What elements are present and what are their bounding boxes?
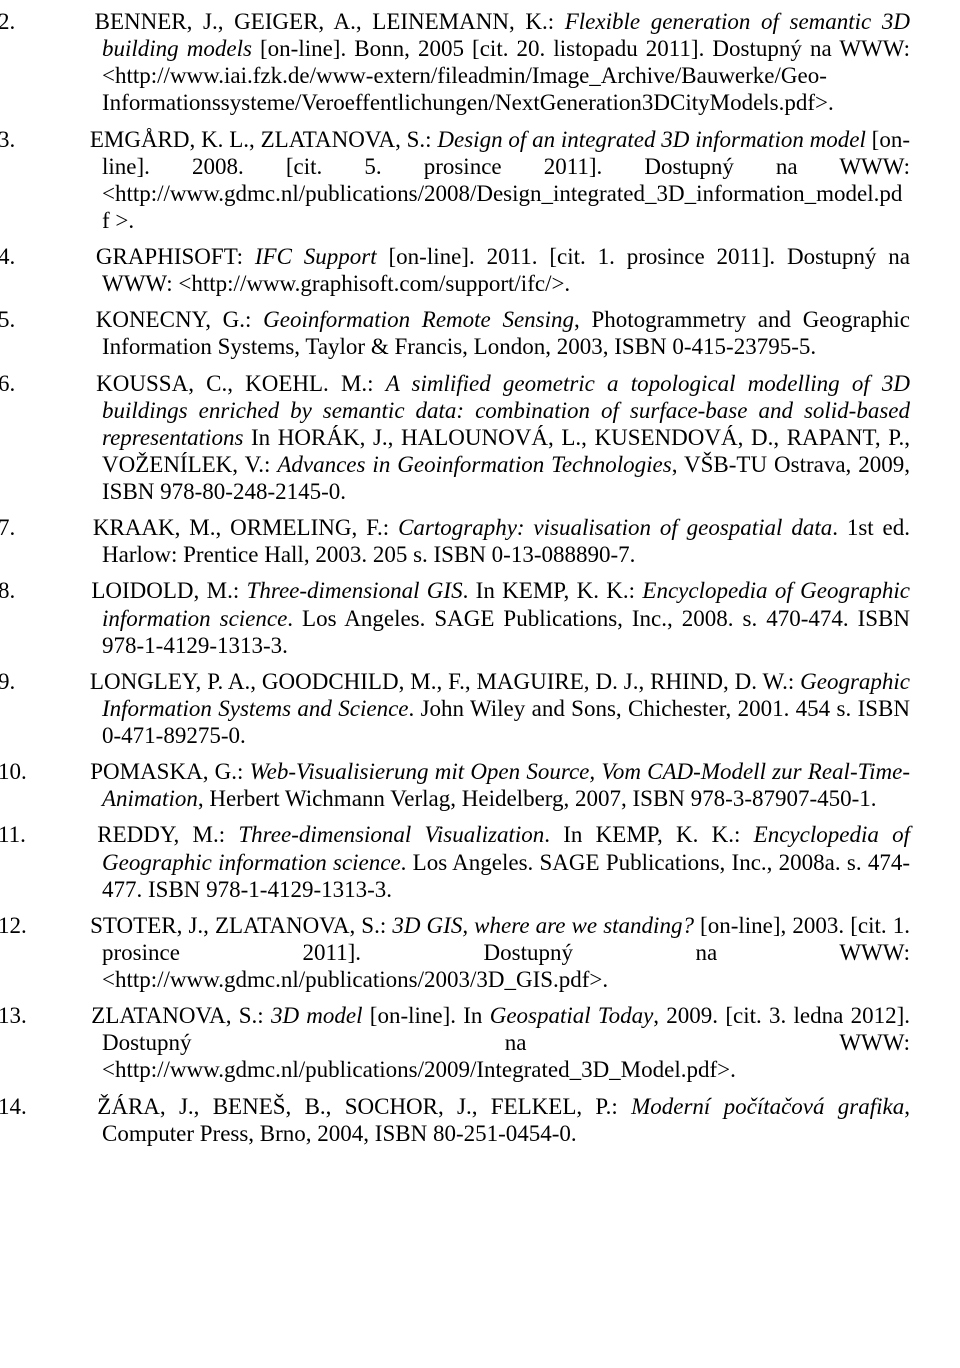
- reference-text: EMGÅRD, K. L., ZLATANOVA, S.:: [90, 127, 438, 152]
- reference-item: 12. STOTER, J., ZLATANOVA, S.: 3D GIS, w…: [50, 912, 910, 993]
- reference-number: 4.: [50, 243, 84, 270]
- reference-number: 6.: [50, 370, 84, 397]
- reference-text: IFC Support: [255, 244, 377, 269]
- reference-item: 11. REDDY, M.: Three-dimensional Visuali…: [50, 821, 910, 902]
- reference-text: Geospatial Today: [490, 1003, 654, 1028]
- reference-text: Design of an integrated 3D information m…: [437, 127, 865, 152]
- reference-text: BENNER, J., GEIGER, A., LEINEMANN, K.:: [95, 9, 565, 34]
- reference-item: 13. ZLATANOVA, S.: 3D model [on-line]. I…: [50, 1002, 910, 1083]
- reference-text: . In KEMP, K. K.:: [463, 578, 643, 603]
- reference-number: 5.: [50, 306, 84, 333]
- reference-text: [on-line]. In: [363, 1003, 490, 1028]
- reference-text: 3D model: [271, 1003, 363, 1028]
- reference-number: 11.: [50, 821, 84, 848]
- reference-text: ZLATANOVA, S.:: [91, 1003, 271, 1028]
- reference-text: , Herbert Wichmann Verlag, Heidelberg, 2…: [198, 786, 877, 811]
- reference-item: 4. GRAPHISOFT: IFC Support [on-line]. 20…: [50, 243, 910, 297]
- reference-number: 12.: [50, 912, 84, 939]
- reference-text: Moderní počítačová grafika: [631, 1094, 904, 1119]
- reference-item: 5. KONECNY, G.: Geoinformation Remote Se…: [50, 306, 910, 360]
- reference-text: 3D GIS, where are we standing?: [392, 913, 694, 938]
- reference-text: Geoinformation Remote Sensing: [263, 307, 574, 332]
- reference-text: STOTER, J., ZLATANOVA, S.:: [90, 913, 392, 938]
- reference-text: GRAPHISOFT:: [96, 244, 255, 269]
- reference-item: 10. POMASKA, G.: Web-Visualisierung mit …: [50, 758, 910, 812]
- reference-number: 13.: [50, 1002, 84, 1029]
- reference-text: Cartography: visualisation of geospatial…: [398, 515, 832, 540]
- reference-number: 10.: [50, 758, 84, 785]
- reference-number: 14.: [50, 1093, 84, 1120]
- reference-number: 9.: [50, 668, 84, 695]
- reference-text: LONGLEY, P. A., GOODCHILD, M., F., MAGUI…: [90, 669, 800, 694]
- reference-item: 2. BENNER, J., GEIGER, A., LEINEMANN, K.…: [50, 8, 910, 117]
- reference-item: 8. LOIDOLD, M.: Three-dimensional GIS. I…: [50, 577, 910, 658]
- reference-text: Three-dimensional GIS: [247, 578, 463, 603]
- reference-text: KOUSSA, C., KOEHL. M.:: [96, 371, 386, 396]
- reference-text: Advances in Geoinformation Technologies: [277, 452, 671, 477]
- reference-text: KONECNY, G.:: [96, 307, 263, 332]
- reference-text: KRAAK, M., ORMELING, F.:: [93, 515, 398, 540]
- reference-text: POMASKA, G.:: [90, 759, 249, 784]
- reference-number: 3.: [50, 126, 84, 153]
- reference-item: 9. LONGLEY, P. A., GOODCHILD, M., F., MA…: [50, 668, 910, 749]
- reference-item: 7. KRAAK, M., ORMELING, F.: Cartography:…: [50, 514, 910, 568]
- reference-item: 6. KOUSSA, C., KOEHL. M.: A simlified ge…: [50, 370, 910, 506]
- reference-text: REDDY, M.:: [97, 822, 238, 847]
- reference-number: 2.: [50, 8, 84, 35]
- reference-text: . In KEMP, K. K.:: [544, 822, 753, 847]
- reference-number: 8.: [50, 577, 84, 604]
- reference-item: 14. ŽÁRA, J., BENEŠ, B., SOCHOR, J., FEL…: [50, 1093, 910, 1147]
- reference-number: 7.: [50, 514, 84, 541]
- reference-item: 3. EMGÅRD, K. L., ZLATANOVA, S.: Design …: [50, 126, 910, 235]
- reference-text: ŽÁRA, J., BENEŠ, B., SOCHOR, J., FELKEL,…: [97, 1094, 631, 1119]
- reference-text: LOIDOLD, M.:: [91, 578, 246, 603]
- reference-text: Three-dimensional Visualization: [238, 822, 544, 847]
- reference-list: 2. BENNER, J., GEIGER, A., LEINEMANN, K.…: [50, 8, 910, 1147]
